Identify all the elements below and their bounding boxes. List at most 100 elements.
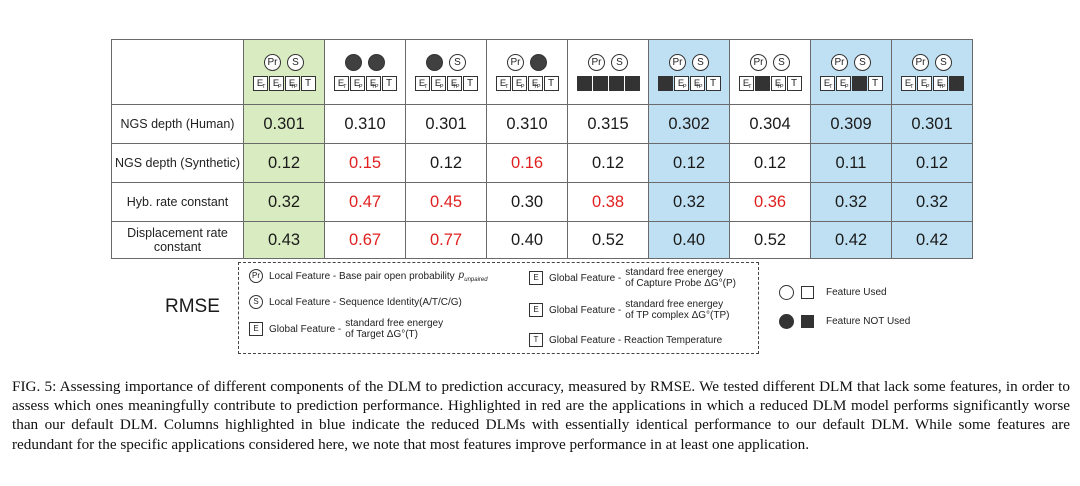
rmse-value: 0.12 xyxy=(567,143,649,183)
legend-ep-line2: of Capture Probe ΔG°(P) xyxy=(625,278,736,289)
pr-icon: Pr xyxy=(264,53,281,71)
t-icon: T xyxy=(948,75,964,91)
pr-icon: Pr xyxy=(750,53,767,71)
rmse-value: 0.32 xyxy=(891,182,973,222)
legend-pr: Pr Local Feature - Base pair open probab… xyxy=(249,269,488,283)
local-features: Pr S xyxy=(912,53,952,71)
s-icon: S xyxy=(935,53,952,71)
t-icon: T xyxy=(705,75,721,91)
column-header: Pr S E T E P E TP T xyxy=(243,39,325,105)
t-icon: T xyxy=(381,75,397,91)
rmse-value: 0.310 xyxy=(324,104,406,144)
t-icon: T xyxy=(300,75,316,91)
rmse-value: 0.47 xyxy=(324,182,406,222)
rmse-value: 0.12 xyxy=(891,143,973,183)
s-icon: S xyxy=(773,53,790,71)
feature-legend: Pr Local Feature - Base pair open probab… xyxy=(238,262,759,354)
legend-ep-prefix: Global Feature - xyxy=(549,272,622,284)
legend-pr-symbol: punpaired xyxy=(458,269,488,283)
t-icon: T xyxy=(529,333,543,347)
rmse-value: 0.12 xyxy=(243,143,325,183)
rmse-value: 0.11 xyxy=(810,143,892,183)
rmse-value: 0.16 xyxy=(486,143,568,183)
row-label: Displacement rate constant xyxy=(111,221,244,259)
column-header: Pr S E T E P E TP T xyxy=(729,39,811,105)
et-icon: E xyxy=(249,322,263,336)
rmse-value: 0.32 xyxy=(648,182,730,222)
feature-set: Pr S E T E P E TP T xyxy=(406,53,486,91)
rmse-value: 0.301 xyxy=(405,104,487,144)
column-header: Pr S E T E P E TP T xyxy=(405,39,487,105)
t-icon: T xyxy=(867,75,883,91)
results-table: Pr S E T E P E TP T Pr S E T E P E TP T Pr S E T E P E TP T Pr S E T E P… xyxy=(111,39,973,259)
rmse-value: 0.315 xyxy=(567,104,649,144)
rmse-value: 0.36 xyxy=(729,182,811,222)
rmse-value: 0.52 xyxy=(729,221,811,259)
rmse-value: 0.32 xyxy=(243,182,325,222)
etp-icon: E TP xyxy=(932,75,948,91)
etp-icon: E TP xyxy=(689,75,705,91)
legend-etp-prefix: Global Feature - xyxy=(549,304,622,316)
feature-set: Pr S E T E P E TP T xyxy=(649,53,729,91)
rmse-value: 0.15 xyxy=(324,143,406,183)
rmse-value: 0.301 xyxy=(243,104,325,144)
row-label: NGS depth (Human) xyxy=(111,104,244,144)
global-features: E T E P E TP T xyxy=(819,75,883,91)
legend-t: T Global Feature - Reaction Temperature xyxy=(529,333,722,347)
column-header: Pr S E T E P E TP T xyxy=(567,39,649,105)
local-features: Pr S xyxy=(345,53,385,71)
legend-t-text: Global Feature - Reaction Temperature xyxy=(549,334,723,346)
rmse-label: RMSE xyxy=(165,296,220,317)
pr-icon: Pr xyxy=(249,269,263,283)
pr-icon: Pr xyxy=(912,53,929,71)
s-icon: S xyxy=(287,53,304,71)
global-features: E T E P E TP T xyxy=(495,75,559,91)
s-icon: S xyxy=(530,53,547,71)
t-icon: T xyxy=(543,75,559,91)
legend-etp: E Global Feature - standard free energey… xyxy=(529,299,730,321)
legend-et: E Global Feature - standard free energey… xyxy=(249,318,443,340)
row-label: NGS depth (Synthetic) xyxy=(111,143,244,183)
s-icon: S xyxy=(611,53,628,71)
table-row: Hyb. rate constant 0.32 0.47 0.45 0.30 0.38 0.… xyxy=(111,182,973,222)
rmse-value: 0.43 xyxy=(243,221,325,259)
table-row: NGS depth (Human) 0.301 0.310 0.301 0.310 0.3… xyxy=(111,104,973,144)
pr-icon: Pr xyxy=(507,53,524,71)
rmse-value: 0.304 xyxy=(729,104,811,144)
rmse-value: 0.45 xyxy=(405,182,487,222)
rmse-value: 0.301 xyxy=(891,104,973,144)
global-features: E T E P E TP T xyxy=(900,75,964,91)
feature-set: Pr S E T E P E TP T xyxy=(811,53,891,91)
rmse-value: 0.40 xyxy=(486,221,568,259)
etp-icon: E TP xyxy=(770,75,786,91)
column-header: Pr S E T E P E TP T xyxy=(324,39,406,105)
row-label: Hyb. rate constant xyxy=(111,182,244,222)
legend-ep-line1: standard free energey xyxy=(625,267,724,278)
rmse-value: 0.302 xyxy=(648,104,730,144)
local-features: Pr S xyxy=(750,53,790,71)
feature-set: Pr S E T E P E TP T xyxy=(244,53,324,91)
rmse-value: 0.67 xyxy=(324,221,406,259)
s-icon: S xyxy=(249,295,263,309)
etp-icon: E TP xyxy=(446,75,462,91)
local-features: Pr S xyxy=(507,53,547,71)
open-circle-icon xyxy=(779,285,794,300)
rmse-value: 0.42 xyxy=(810,221,892,259)
rmse-value: 0.12 xyxy=(405,143,487,183)
t-icon: T xyxy=(786,75,802,91)
key-not-used-text: Feature NOT Used xyxy=(826,316,911,327)
pr-icon: Pr xyxy=(588,53,605,71)
legend-s-text: Local Feature - Sequence Identity(A/T/C/… xyxy=(269,296,462,308)
filled-circle-icon xyxy=(779,314,794,329)
